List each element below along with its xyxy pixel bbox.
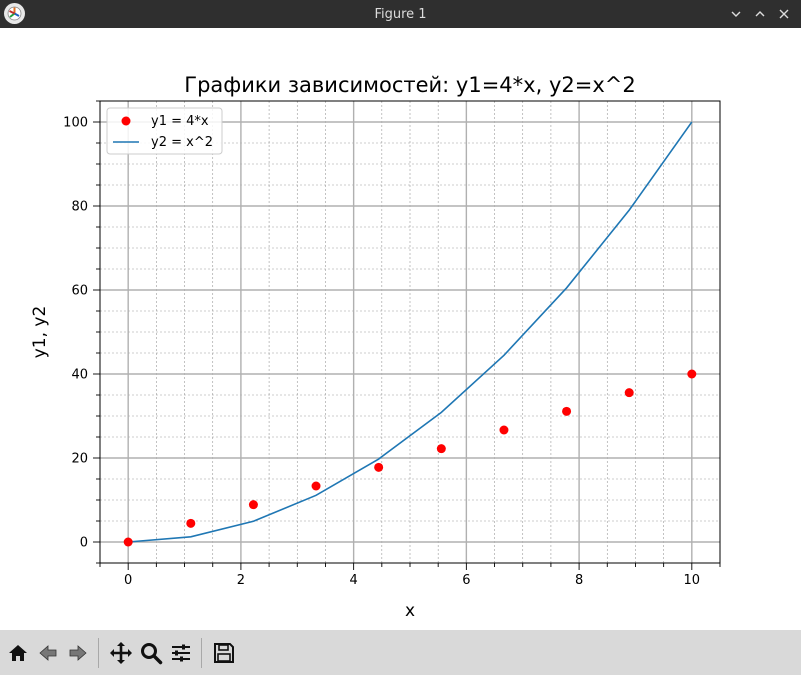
forward-arrow-icon — [69, 644, 87, 661]
data-point-y1 — [186, 518, 196, 528]
data-point-y1 — [311, 481, 321, 491]
data-point-y1 — [499, 425, 509, 435]
legend-marker-y1 — [121, 116, 131, 126]
pan-move-icon — [110, 641, 132, 664]
y-tick-label: 0 — [80, 536, 88, 551]
back-arrow-icon — [39, 644, 57, 661]
forward-button[interactable] — [64, 639, 92, 667]
chevron-up-icon — [755, 11, 765, 17]
legend-label-y1: y1 = 4*x — [151, 114, 209, 129]
home-button[interactable] — [4, 639, 32, 667]
data-point-y1 — [436, 444, 446, 454]
y-tick-label: 20 — [71, 452, 88, 467]
series-y2-polyline — [128, 121, 693, 543]
series-y2-line — [128, 121, 693, 543]
navigation-toolbar — [0, 630, 801, 675]
series-y1-points — [123, 369, 697, 547]
configure-subplots-button[interactable] — [167, 639, 195, 667]
y-tick-label: 60 — [71, 284, 88, 299]
close-button[interactable] — [775, 5, 793, 23]
toolbar-separator — [98, 637, 99, 668]
x-tick-label: 6 — [462, 573, 470, 588]
figure-canvas[interactable]: 0 2 4 6 8 10 0 20 40 60 80 100 Графики зависимостей… — [0, 28, 801, 630]
x-tick-label: 0 — [124, 573, 132, 588]
maximize-button[interactable] — [751, 5, 769, 23]
pan-button[interactable] — [107, 639, 135, 667]
data-point-y1 — [123, 537, 133, 547]
axis-ticks — [93, 100, 721, 570]
data-point-y1 — [687, 369, 697, 379]
zoom-button[interactable] — [137, 639, 165, 667]
chevron-down-icon — [731, 11, 741, 17]
back-button[interactable] — [34, 639, 62, 667]
data-point-y1 — [248, 500, 258, 510]
data-point-y1 — [562, 406, 572, 416]
x-tick-label: 10 — [684, 573, 701, 588]
x-tick-label: 2 — [237, 573, 245, 588]
legend: y1 = 4*x y2 = x^2 — [106, 107, 223, 155]
y-tick-label: 80 — [71, 200, 88, 215]
data-point-y1 — [624, 388, 634, 398]
y-tick-label: 40 — [71, 368, 88, 383]
window-titlebar: Figure 1 — [0, 0, 801, 28]
y-axis-label: y1, y2 — [30, 306, 50, 359]
save-button[interactable] — [210, 639, 238, 667]
x-tick-label: 8 — [575, 573, 583, 588]
x-tick-label: 4 — [349, 573, 357, 588]
x-axis-label: x — [405, 601, 415, 621]
legend-label-y2: y2 = x^2 — [151, 135, 213, 150]
save-floppy-icon — [214, 642, 234, 663]
home-icon — [9, 644, 27, 661]
toolbar-separator — [201, 637, 202, 668]
minimize-button[interactable] — [727, 5, 745, 23]
zoom-magnifier-icon — [141, 642, 163, 664]
close-icon — [779, 9, 789, 19]
minor-grid — [99, 100, 721, 564]
data-point-y1 — [374, 462, 384, 472]
chart-title: Графики зависимостей: y1=4*x, y2=x^2 — [184, 73, 635, 97]
app-icon — [4, 3, 25, 24]
window-title: Figure 1 — [374, 6, 427, 22]
configure-subplots-icon — [172, 644, 190, 661]
y-tick-label: 100 — [63, 116, 88, 131]
